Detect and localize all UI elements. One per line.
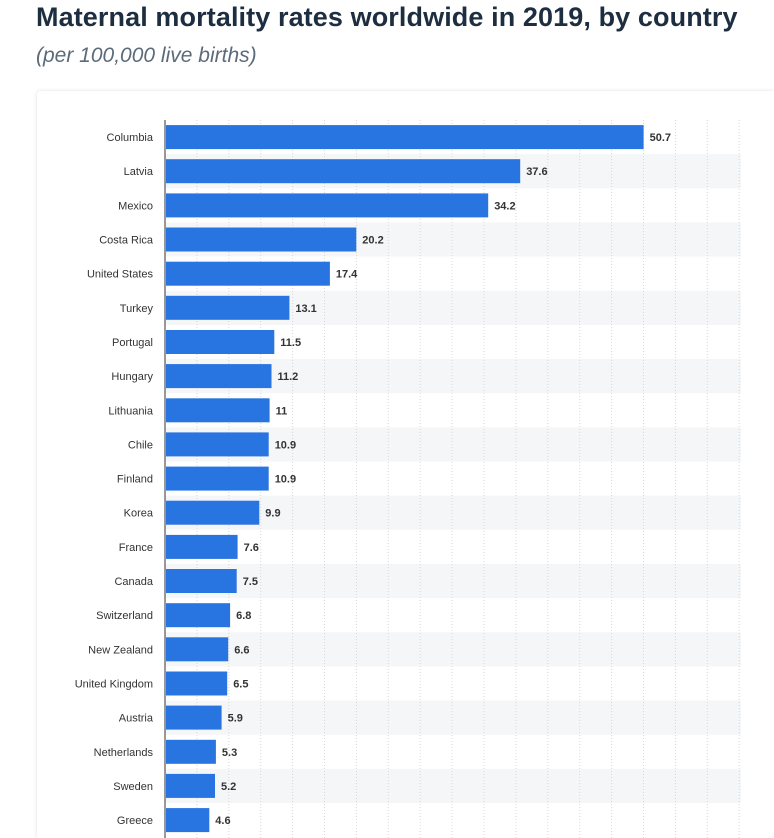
value-label: 5.9 bbox=[228, 713, 243, 725]
bar-united-kingdom bbox=[166, 671, 228, 696]
value-label: 5.3 bbox=[222, 747, 237, 759]
value-label: 6.6 bbox=[234, 644, 249, 656]
value-label: 11.2 bbox=[278, 371, 299, 383]
category-label: Austria bbox=[119, 713, 154, 725]
bar-sweden bbox=[166, 773, 215, 798]
bar-chile bbox=[166, 432, 269, 457]
category-label: Lithuania bbox=[108, 405, 154, 417]
category-label: United States bbox=[87, 269, 154, 281]
value-label: 6.8 bbox=[236, 610, 251, 622]
category-label: Costa Rica bbox=[99, 235, 154, 247]
category-label: Netherlands bbox=[94, 747, 154, 759]
bar-columbia bbox=[166, 125, 644, 150]
value-label: 10.9 bbox=[275, 474, 296, 486]
value-label: 17.4 bbox=[336, 269, 358, 281]
category-label: Hungary bbox=[111, 371, 153, 383]
category-label: Finland bbox=[117, 474, 153, 486]
category-label: Portugal bbox=[112, 337, 153, 349]
value-label: 20.2 bbox=[362, 235, 383, 247]
value-label: 37.6 bbox=[526, 166, 547, 178]
bar-portugal bbox=[166, 330, 275, 354]
bar-hungary bbox=[166, 364, 272, 389]
bar-lithuania bbox=[166, 398, 270, 423]
bar-latvia bbox=[166, 159, 521, 184]
category-label: Greece bbox=[117, 815, 153, 827]
bar-united-states bbox=[166, 261, 330, 286]
category-label: Columbia bbox=[107, 132, 154, 144]
chart-title: Maternal mortality rates worldwide in 20… bbox=[36, 2, 738, 32]
bar-france bbox=[166, 534, 238, 559]
bar-netherlands bbox=[166, 739, 216, 764]
bar-canada bbox=[166, 569, 237, 593]
value-label: 11 bbox=[276, 405, 288, 417]
category-label: Turkey bbox=[120, 303, 154, 315]
value-label: 4.6 bbox=[215, 815, 230, 827]
row-band bbox=[165, 768, 741, 803]
bar-costa-rica bbox=[166, 227, 357, 252]
category-label: Chile bbox=[128, 439, 153, 451]
bar-greece bbox=[166, 808, 210, 833]
bar-korea bbox=[166, 500, 260, 525]
bar-mexico bbox=[166, 193, 489, 218]
bar-austria bbox=[166, 705, 222, 730]
chart-card: Columbia 50.7 Latvia 37.6 Mexico 34.2 Costa Ri… bbox=[37, 91, 774, 838]
value-label: 10.9 bbox=[275, 439, 296, 451]
category-label: Switzerland bbox=[96, 610, 153, 622]
value-label: 7.6 bbox=[244, 542, 259, 554]
category-label: Mexico bbox=[118, 200, 153, 212]
category-label: Korea bbox=[124, 508, 154, 520]
category-label: France bbox=[119, 542, 153, 554]
value-label: 11.5 bbox=[280, 337, 301, 349]
value-label: 50.7 bbox=[650, 132, 671, 144]
bar-chart: Columbia 50.7 Latvia 37.6 Mexico 34.2 Costa Ri… bbox=[75, 120, 741, 838]
category-label: Canada bbox=[114, 576, 153, 588]
value-label: 5.2 bbox=[221, 781, 236, 793]
category-label: New Zealand bbox=[88, 644, 153, 656]
value-label: 6.5 bbox=[233, 679, 248, 691]
value-label: 7.5 bbox=[243, 576, 258, 588]
chart-subtitle: (per 100,000 live births) bbox=[36, 44, 257, 67]
value-label: 34.2 bbox=[494, 200, 515, 212]
value-label: 9.9 bbox=[265, 508, 280, 520]
row-band bbox=[165, 563, 741, 599]
category-label: United Kingdom bbox=[75, 679, 153, 691]
bar-switzerland bbox=[166, 603, 231, 628]
bar-new-zealand bbox=[166, 637, 229, 662]
category-label: Latvia bbox=[124, 166, 154, 178]
bar-finland bbox=[166, 466, 269, 491]
category-label: Sweden bbox=[113, 781, 153, 793]
row-band bbox=[165, 632, 741, 667]
bar-turkey bbox=[166, 295, 290, 320]
value-label: 13.1 bbox=[295, 303, 316, 315]
row-band bbox=[165, 700, 741, 735]
